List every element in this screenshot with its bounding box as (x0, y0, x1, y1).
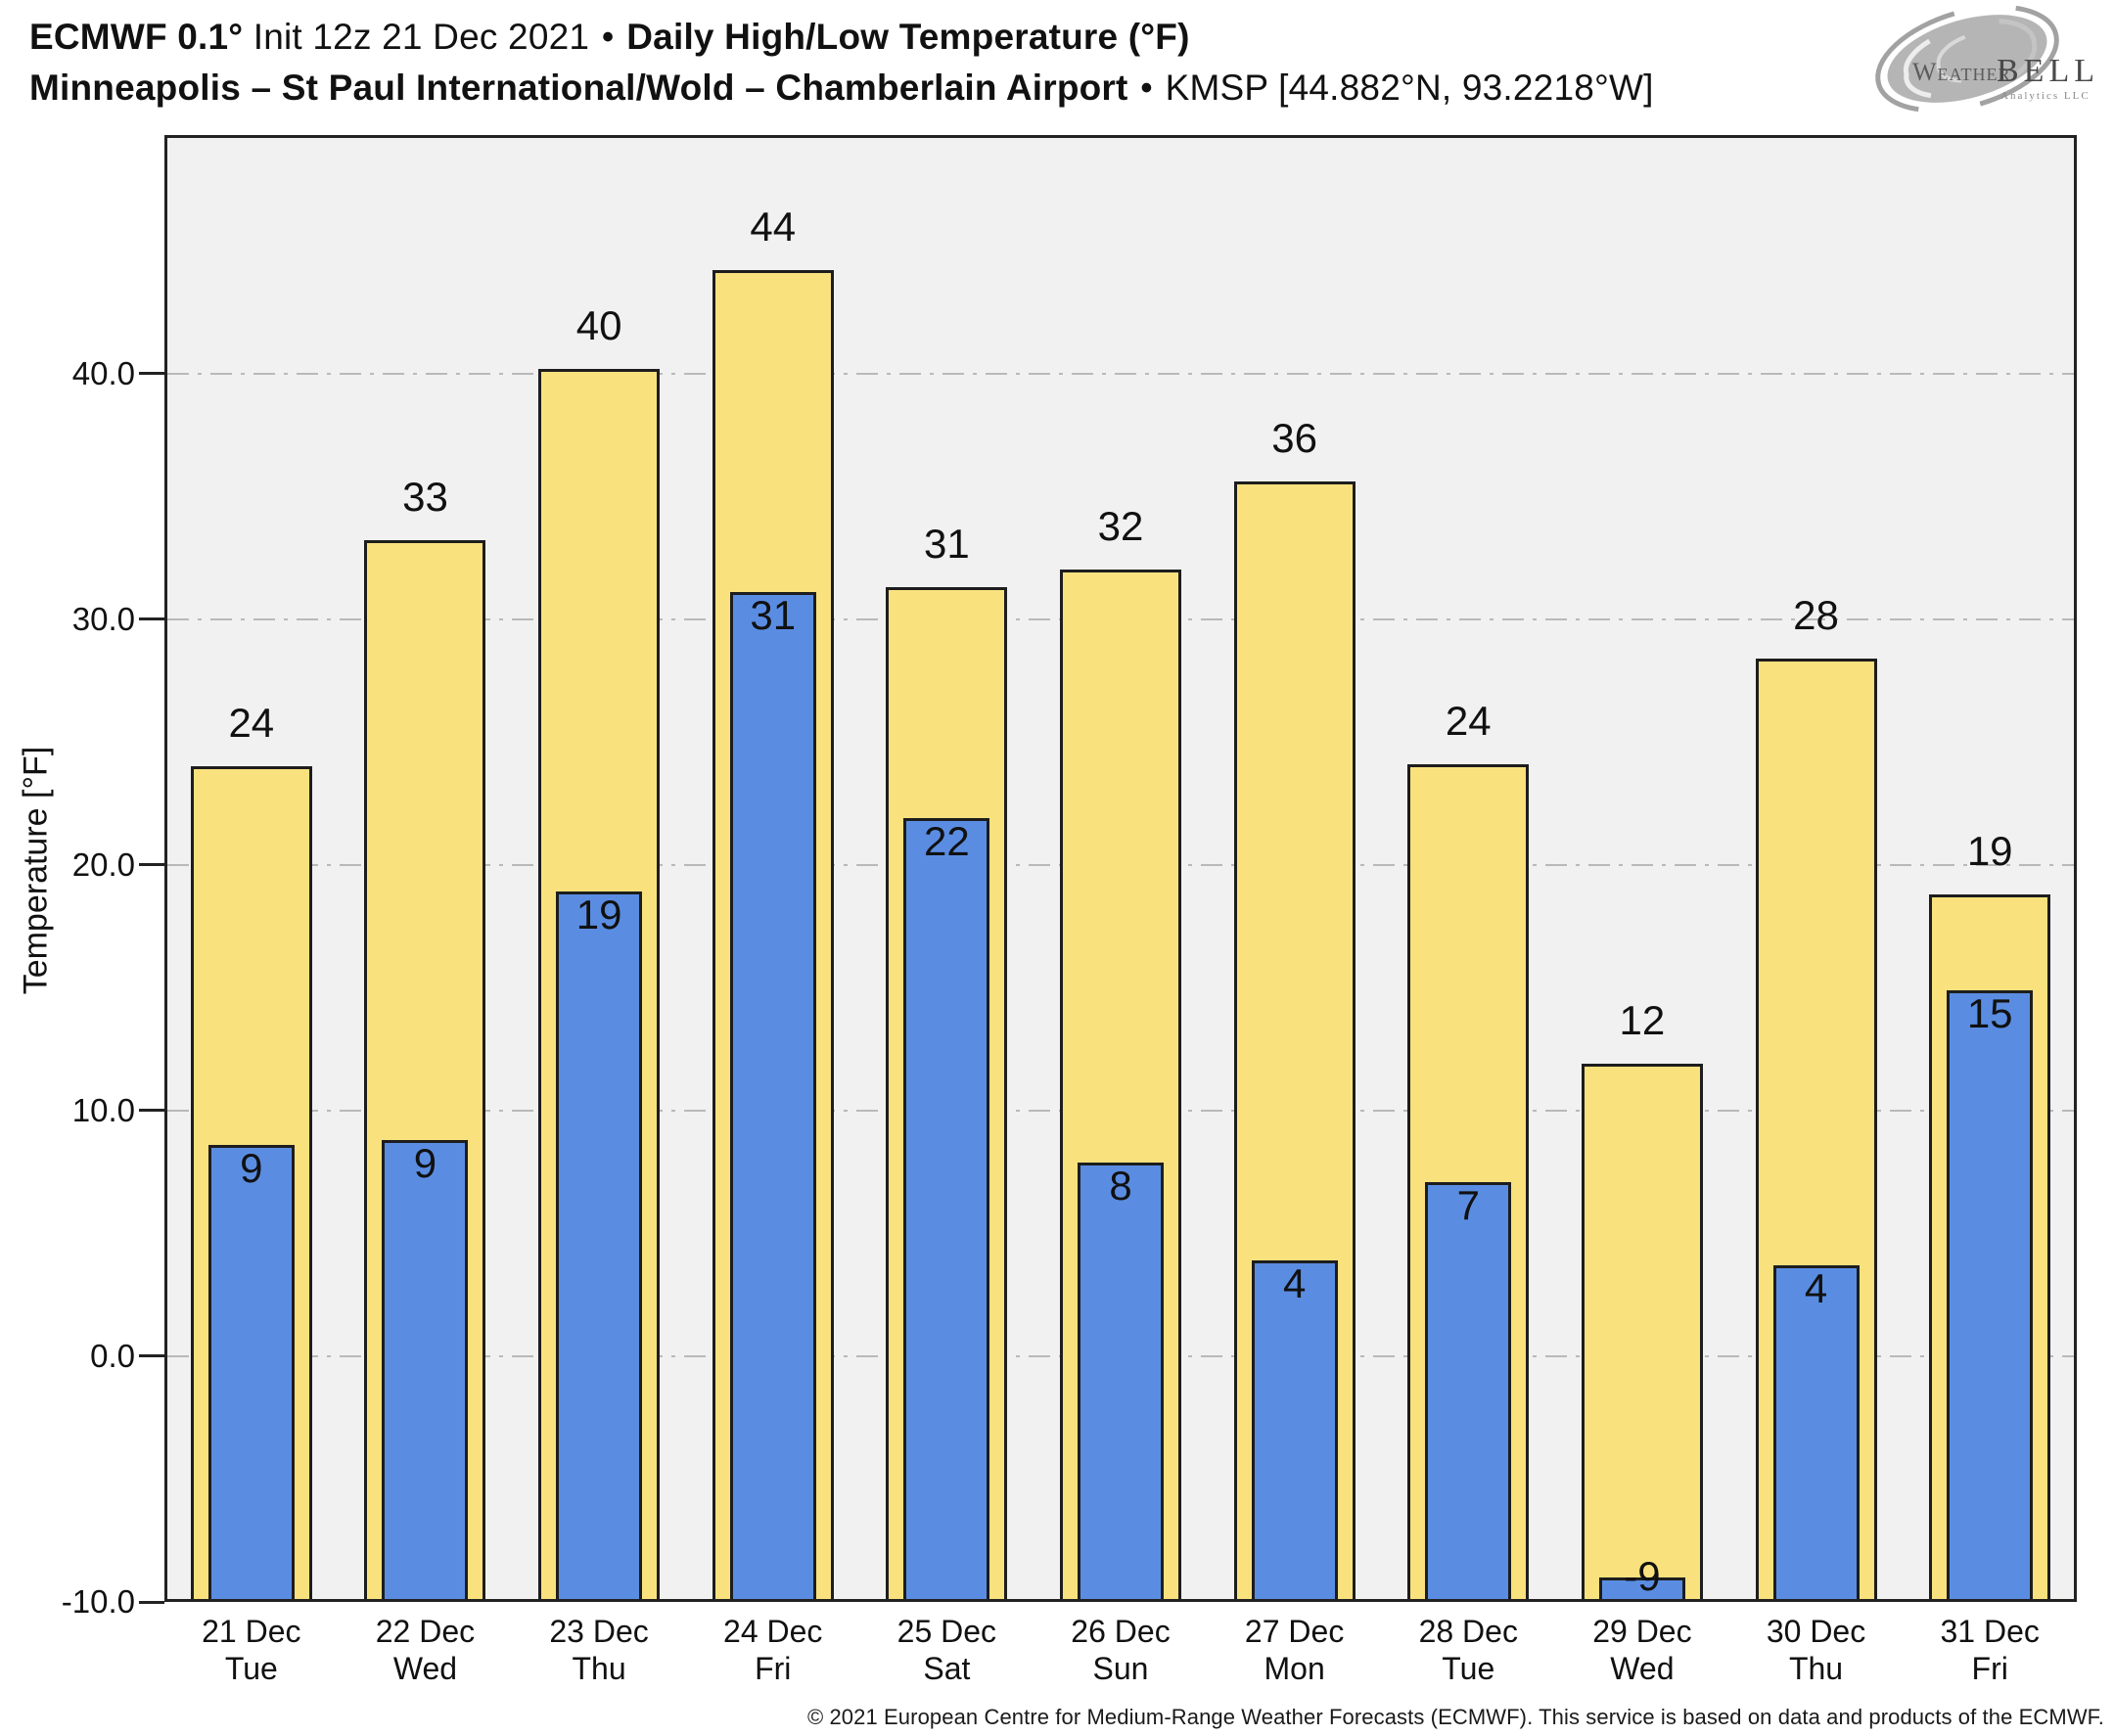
y-tick-mark (139, 372, 164, 376)
x-tick-date: 25 Dec (896, 1614, 997, 1649)
x-tick-label: 24 Dec Fri (666, 1613, 881, 1687)
station-id: KMSP [44.882°N, 93.2218°W] (1165, 68, 1654, 108)
x-tick-date: 22 Dec (375, 1614, 476, 1649)
x-tick-label: 25 Dec Sat (839, 1613, 1054, 1687)
x-tick-date: 21 Dec (202, 1614, 301, 1649)
low-value-label: -9 (1624, 1553, 1661, 1599)
high-value-label: 28 (1793, 591, 1839, 638)
low-value-label: 19 (575, 891, 622, 938)
x-tick-label: 22 Dec Wed (317, 1613, 532, 1687)
logo-text-weather: Weather (1912, 58, 2011, 86)
low-value-label: 7 (1456, 1181, 1480, 1228)
x-tick-weekday: Thu (572, 1651, 626, 1686)
low-value-label: 31 (750, 592, 797, 639)
low-bar (382, 1139, 469, 1602)
low-bar (1425, 1181, 1512, 1602)
high-value-label: 40 (575, 301, 622, 348)
high-bar (1581, 1064, 1703, 1602)
copyright-footer: © 2021 European Centre for Medium-Range … (806, 1705, 2104, 1729)
chart-header: ECMWF 0.1° Init 12z 21 Dec 2021 • Daily Hi… (29, 12, 1654, 114)
bullet-separator: • (1140, 69, 1153, 107)
high-value-label: 36 (1271, 415, 1317, 462)
x-tick-label: 28 Dec Tue (1360, 1613, 1576, 1687)
x-tick-date: 23 Dec (549, 1614, 649, 1649)
low-value-label: 15 (1966, 989, 2013, 1036)
y-tick-label: 40.0 (71, 354, 135, 391)
low-bar (1772, 1265, 1860, 1602)
y-tick-mark (139, 617, 164, 621)
x-tick-label: 21 Dec Tue (144, 1613, 359, 1687)
x-tick-label: 31 Dec Fri (1882, 1613, 2097, 1687)
y-tick-mark (139, 863, 164, 867)
x-tick-weekday: Mon (1264, 1651, 1325, 1686)
x-tick-weekday: Wed (1610, 1651, 1675, 1686)
x-tick-date: 31 Dec (1940, 1614, 2040, 1649)
low-bar (903, 818, 990, 1602)
x-tick-date: 26 Dec (1071, 1614, 1171, 1649)
high-value-label: 44 (750, 204, 797, 251)
low-bar (207, 1144, 295, 1602)
x-tick-date: 27 Dec (1244, 1614, 1345, 1649)
high-value-label: 12 (1619, 997, 1666, 1044)
x-tick-weekday: Fri (1971, 1651, 2008, 1686)
title-line-2: Minneapolis – St Paul International/Wold… (29, 63, 1654, 114)
y-tick-label: 0.0 (90, 1337, 135, 1374)
y-tick-label: 10.0 (71, 1091, 135, 1128)
low-value-label: 9 (240, 1144, 263, 1191)
x-tick-label: 23 Dec Thu (491, 1613, 707, 1687)
high-value-label: 31 (924, 521, 970, 567)
station-name: Minneapolis – St Paul International/Wold… (29, 68, 1128, 108)
y-tick-label: -10.0 (61, 1583, 135, 1620)
bullet-separator: • (602, 19, 615, 56)
x-tick-date: 30 Dec (1766, 1614, 1866, 1649)
x-tick-weekday: Tue (1442, 1651, 1495, 1686)
low-bar (1947, 989, 2034, 1602)
x-tick-weekday: Fri (755, 1651, 792, 1686)
low-value-label: 22 (924, 818, 970, 865)
low-bar (1078, 1162, 1164, 1602)
x-tick-weekday: Sat (923, 1651, 971, 1686)
x-tick-date: 28 Dec (1418, 1614, 1518, 1649)
x-tick-date: 29 Dec (1592, 1614, 1692, 1649)
high-value-label: 32 (1097, 503, 1144, 550)
low-value-label: 4 (1282, 1259, 1307, 1306)
x-tick-weekday: Sun (1092, 1651, 1149, 1686)
model-name: ECMWF 0.1° (29, 17, 244, 57)
x-tick-label: 26 Dec Sun (1013, 1613, 1228, 1687)
low-bar (729, 592, 816, 1602)
product-title: Daily High/Low Temperature (°F) (626, 17, 1190, 57)
low-bar (1251, 1259, 1338, 1602)
x-tick-weekday: Tue (224, 1651, 278, 1686)
x-tick-label: 27 Dec Mon (1187, 1613, 1402, 1687)
y-tick-label: 20.0 (71, 845, 135, 883)
weatherbell-swirl-icon: Weather BELL Analytics LLC (1875, 5, 2099, 113)
y-tick-mark (139, 1354, 164, 1358)
high-value-label: 24 (1445, 697, 1492, 744)
x-tick-label: 30 Dec Thu (1709, 1613, 1924, 1687)
y-tick-label: 30.0 (71, 600, 135, 637)
y-tick-mark (139, 1600, 164, 1604)
weatherbell-logo: Weather BELL Analytics LLC (1861, 2, 2112, 117)
high-value-label: 19 (1966, 827, 2013, 874)
logo-text-analytics: Analytics LLC (2000, 90, 2091, 102)
high-value-label: 33 (402, 474, 448, 521)
x-tick-label: 29 Dec Wed (1535, 1613, 1750, 1687)
title-line-1: ECMWF 0.1° Init 12z 21 Dec 2021 • Daily Hi… (29, 12, 1654, 63)
low-value-label: 4 (1804, 1265, 1828, 1311)
x-tick-weekday: Wed (392, 1651, 458, 1686)
low-value-label: 9 (413, 1139, 437, 1186)
low-bar (556, 891, 643, 1602)
y-tick-mark (139, 1109, 164, 1113)
y-gridline (167, 372, 2074, 375)
x-tick-date: 24 Dec (723, 1614, 823, 1649)
init-time: Init 12z 21 Dec 2021 (253, 17, 590, 57)
x-tick-weekday: Thu (1788, 1651, 1844, 1686)
high-value-label: 24 (228, 700, 275, 747)
low-value-label: 8 (1109, 1162, 1132, 1209)
logo-text-bell: BELL (1997, 53, 2099, 89)
